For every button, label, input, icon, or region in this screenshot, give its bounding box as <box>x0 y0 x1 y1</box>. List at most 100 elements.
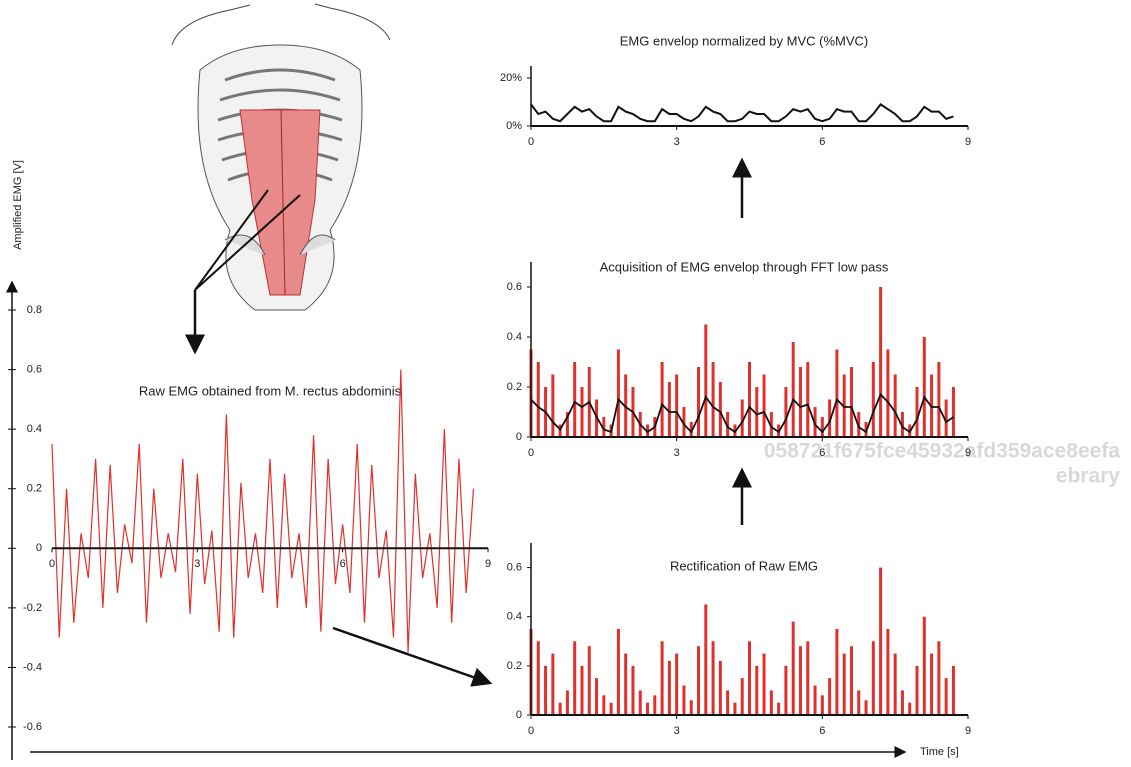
x-tick-label: 9 <box>965 447 971 459</box>
bar <box>835 629 839 715</box>
bar <box>828 678 832 715</box>
x-axis-label: Time [s] <box>920 746 959 758</box>
y-tick-label: 0.2 <box>507 660 522 672</box>
bar <box>849 367 853 437</box>
y-tick-label: 0.6 <box>507 561 522 573</box>
bar <box>951 387 955 437</box>
bar <box>704 324 708 437</box>
x-tick-label: 3 <box>674 136 680 148</box>
bar <box>937 641 941 715</box>
bar <box>900 412 904 437</box>
bar <box>798 646 802 715</box>
bar <box>536 641 540 715</box>
bar <box>580 387 584 437</box>
bar <box>893 374 897 437</box>
y-tick-label: 0.6 <box>27 363 42 375</box>
x-tick-label: 0 <box>49 558 55 570</box>
y-tick-label: -0.2 <box>23 602 42 614</box>
bar <box>900 690 904 715</box>
y-tick-label: 0.4 <box>507 331 522 343</box>
bar <box>908 702 912 715</box>
bar <box>748 362 751 437</box>
bar <box>864 700 868 715</box>
y-tick-label: 0% <box>506 120 522 132</box>
bar <box>784 665 788 715</box>
bar <box>813 685 817 715</box>
bar <box>784 387 788 437</box>
y-tick-label: 0 <box>516 431 522 443</box>
bar <box>667 660 671 715</box>
bar <box>791 342 795 437</box>
bar <box>922 616 926 715</box>
x-tick-label: 3 <box>674 725 680 737</box>
y-tick-label: 0.4 <box>27 423 42 435</box>
bar <box>726 690 730 715</box>
bar <box>740 399 744 437</box>
y-tick-label: 0.8 <box>27 304 42 316</box>
bar <box>602 417 606 437</box>
y-tick-label: 20% <box>500 72 522 84</box>
y-tick-label: 0 <box>36 542 42 554</box>
chart-title: Acquisition of EMG envelop through FFT l… <box>600 259 889 274</box>
bar <box>944 399 948 437</box>
x-tick-label: 3 <box>674 447 680 459</box>
bar <box>748 641 751 715</box>
bar <box>682 407 686 437</box>
bar <box>769 412 773 437</box>
x-tick-label: 9 <box>965 136 971 148</box>
watermark: 058721f675fce45932afd359ace8eefa <box>764 440 1120 463</box>
bar <box>609 702 613 715</box>
bar <box>573 641 577 715</box>
bar <box>711 641 715 715</box>
bar <box>595 678 599 715</box>
bar <box>857 690 861 715</box>
bar <box>616 629 620 715</box>
y-tick-label: 0.4 <box>507 611 522 623</box>
x-tick-label: 6 <box>340 558 346 570</box>
x-tick-label: 0 <box>528 725 534 737</box>
bar <box>762 374 766 437</box>
bar <box>828 399 832 437</box>
bar <box>675 374 679 437</box>
bar <box>616 349 620 437</box>
bar <box>689 422 693 437</box>
bar <box>697 646 701 715</box>
bar <box>849 646 853 715</box>
bar <box>915 665 919 715</box>
chart-title: Rectification of Raw EMG <box>670 558 818 573</box>
y-tick-label: 0.2 <box>507 381 522 393</box>
bar <box>791 621 795 715</box>
bar <box>915 387 919 437</box>
bar <box>944 678 948 715</box>
bar <box>551 374 555 437</box>
bar <box>682 685 686 715</box>
bar <box>602 695 606 715</box>
bar <box>573 362 577 437</box>
chart-title: Raw EMG obtained from M. rectus abdomini… <box>139 383 402 398</box>
bar <box>631 665 635 715</box>
bar <box>551 653 555 715</box>
bar <box>624 653 628 715</box>
bar <box>842 653 846 715</box>
chart-title: EMG envelop normalized by MVC (%MVC) <box>620 33 869 48</box>
y-tick-label: 0.2 <box>27 483 42 495</box>
bar <box>718 382 722 437</box>
bar <box>587 646 591 715</box>
bar <box>879 287 883 437</box>
bar <box>660 362 664 437</box>
x-tick-label: 6 <box>819 725 825 737</box>
bar <box>806 362 810 437</box>
bar <box>769 690 773 715</box>
bar <box>740 678 744 715</box>
bar <box>893 653 897 715</box>
bar <box>667 382 671 437</box>
bar <box>820 417 824 437</box>
x-tick-label: 9 <box>485 558 491 570</box>
anatomy-illustration <box>171 3 391 311</box>
bar <box>886 349 890 437</box>
bar <box>777 702 781 715</box>
data-line <box>51 369 475 653</box>
y-tick-label: -0.6 <box>23 721 42 733</box>
bar <box>711 362 715 437</box>
